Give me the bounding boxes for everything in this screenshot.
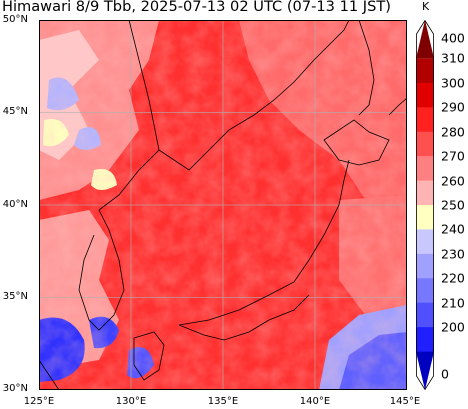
- colorbar-tick-label: 280: [441, 124, 465, 140]
- coast-hokkaido: [323, 119, 390, 166]
- lat-label-30: 30°N: [2, 383, 28, 394]
- colorbar-tick-label: 230: [441, 246, 465, 262]
- lon-label-125: 125°E: [23, 396, 55, 407]
- colorbar-segment: [416, 58, 434, 84]
- colorbar-segment: [416, 180, 434, 206]
- coast-japan-honshu: [178, 159, 350, 341]
- colorbar-tick-label: 400: [441, 30, 465, 46]
- coast-korea: [78, 209, 125, 331]
- colorbar-segment: [416, 131, 434, 157]
- colorbar: [416, 19, 434, 391]
- coastlines: [39, 20, 407, 390]
- colorbar-tick-label: 240: [441, 221, 465, 237]
- colorbar-tick-label: 260: [441, 173, 465, 189]
- colorbar-segment: [416, 20, 434, 59]
- colorbar-tick-label: 290: [441, 99, 465, 115]
- colorbar-segment: [416, 229, 434, 255]
- colorbar-segment: [416, 205, 434, 230]
- colorbar-tick-label: 200: [441, 319, 465, 335]
- colorbar-tick-label: 270: [441, 148, 465, 164]
- colorbar-tick-label: 300: [441, 75, 465, 91]
- lat-label-35: 35°N: [2, 291, 28, 302]
- satellite-map[interactable]: [39, 20, 407, 390]
- coast-kurils: [388, 97, 407, 116]
- lat-label-40: 40°N: [2, 199, 28, 210]
- colorbar-segment: [416, 351, 434, 390]
- lon-label-135: 135°E: [207, 396, 239, 407]
- colorbar-tick-label: 250: [441, 197, 465, 213]
- lat-label-45: 45°N: [2, 106, 28, 117]
- colorbar-segment: [416, 302, 434, 328]
- coast-kyushu: [133, 331, 165, 381]
- lon-label-145: 145°E: [389, 396, 421, 407]
- colorbar-segment: [416, 156, 434, 182]
- coast-china-east: [39, 359, 60, 390]
- plot-title: Himawari 8/9 Tbb, 2025-07-13 02 UTC (07-…: [2, 0, 391, 15]
- colorbar-segment: [416, 327, 434, 353]
- colorbar-segment: [416, 82, 434, 108]
- colorbar-tick-label: 210: [441, 295, 465, 311]
- gridlines: [39, 20, 407, 390]
- colorbar-segment: [416, 253, 434, 279]
- colorbar-tick-label: 220: [441, 270, 465, 286]
- colorbar-segment: [416, 107, 434, 133]
- lat-label-50: 50°N: [2, 14, 28, 25]
- colorbar-segment: [416, 278, 434, 304]
- colorbar-tick-label: 310: [441, 50, 465, 66]
- colorbar-tick-label: 0: [441, 366, 449, 382]
- coast-russia-china: [98, 20, 350, 211]
- colorbar-unit: K: [422, 0, 430, 13]
- coast-sakhalin: [358, 20, 375, 116]
- lon-label-140: 140°E: [299, 396, 331, 407]
- lon-label-130: 130°E: [115, 396, 147, 407]
